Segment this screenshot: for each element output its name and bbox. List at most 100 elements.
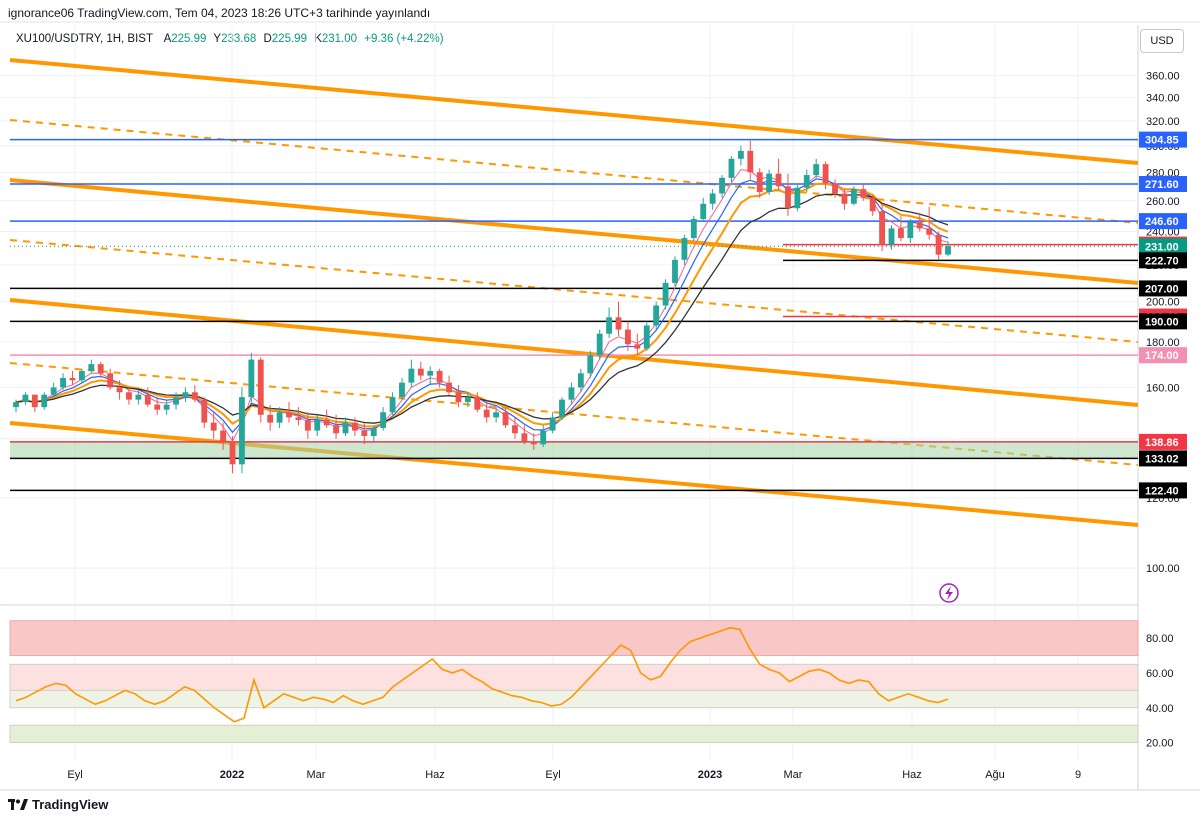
candle-body (389, 397, 396, 413)
candle (408, 359, 415, 388)
candle-body (634, 344, 641, 349)
candle-body (512, 425, 518, 434)
candle (672, 256, 678, 287)
candle (502, 407, 509, 428)
candle (182, 387, 189, 403)
candle (549, 412, 556, 434)
candle-body (709, 193, 716, 204)
oscillator-tick-label: 40.00 (1146, 703, 1174, 715)
price-level-box (1139, 213, 1187, 230)
candle-body (737, 150, 744, 159)
candle (135, 389, 142, 405)
candle-body (351, 422, 358, 431)
candle-body (417, 368, 424, 376)
price-tick-label: 360.00 (1146, 71, 1180, 83)
candle-body (615, 317, 622, 330)
candle-body (370, 427, 377, 437)
candle-body (380, 412, 387, 428)
candle-body (728, 158, 735, 178)
candle (60, 373, 66, 390)
candle (681, 234, 688, 266)
candle (314, 414, 321, 437)
candle (615, 301, 622, 336)
oscillator-band (9, 724, 1139, 743)
candle (201, 397, 208, 428)
candle-body (248, 359, 255, 398)
candle (295, 407, 302, 426)
candle (31, 394, 38, 413)
price-tick-label: 200.00 (1146, 297, 1180, 309)
time-tick-label: Ağu (985, 769, 1005, 781)
price-level-value: 222.70 (1145, 255, 1179, 267)
candle (700, 197, 707, 223)
candle (455, 385, 462, 408)
candle-body (916, 222, 923, 229)
candle-body (719, 177, 725, 194)
price-level-value: 190.00 (1145, 316, 1179, 328)
channel-line (9, 178, 1139, 285)
oscillator-tick-label: 60.00 (1146, 668, 1174, 680)
price-level-label: 133.02 (1139, 450, 1187, 467)
price-level-label: 207.00 (1139, 280, 1187, 297)
candle-body (832, 183, 838, 194)
oscillator-band (9, 689, 1139, 709)
open-value: 225.99 (171, 33, 207, 45)
candle-body (144, 394, 151, 405)
symbol-name[interactable]: XU100/USDTRY, 1H, BIST (16, 33, 153, 45)
candle-body (898, 228, 904, 239)
moving-average-line (15, 169, 949, 443)
candle (107, 368, 114, 390)
candle-body (653, 305, 660, 326)
price-level-value: 138.86 (1145, 437, 1179, 449)
brand-name: TradingView (32, 797, 109, 812)
candle (813, 158, 820, 178)
candle (210, 412, 217, 439)
candle-body (493, 412, 500, 418)
candle (577, 368, 584, 393)
candle (257, 357, 264, 423)
candle (474, 392, 481, 413)
candle (116, 380, 123, 400)
candle-body (41, 394, 48, 408)
candle-body (577, 373, 584, 388)
price-level-label: 246.60 (1139, 213, 1187, 230)
candle-body (191, 392, 198, 400)
candle (606, 307, 613, 338)
candle-body (587, 355, 594, 374)
alert-lightning-icon (939, 583, 959, 603)
candle (464, 392, 471, 408)
publish-header: ignorance06 TradingView.com, Tem 04, 202… (8, 6, 431, 20)
candle-body (672, 259, 678, 283)
price-tick-label: 340.00 (1146, 93, 1180, 105)
candle-body (530, 441, 537, 445)
candle-body (239, 397, 245, 465)
candle (841, 189, 848, 210)
candle-body (474, 397, 481, 410)
candle-body (220, 430, 227, 442)
price-level-box (1139, 176, 1187, 193)
candle-body (173, 397, 179, 405)
candle-body (182, 392, 189, 398)
candle-body (681, 238, 688, 260)
candle-body (22, 394, 29, 403)
candle-body (464, 397, 471, 403)
open-label: A (163, 33, 172, 45)
candle (794, 183, 801, 212)
price-level-value: 304.85 (1145, 135, 1179, 147)
candle-body (399, 382, 405, 398)
candle (832, 179, 838, 198)
candle-body (625, 329, 631, 345)
candle (191, 385, 198, 403)
currency-selector[interactable]: USD (1140, 29, 1184, 53)
candle (803, 169, 810, 193)
candle (540, 425, 547, 448)
candle (333, 414, 339, 439)
candle-body (408, 368, 415, 383)
time-tick-label: Eyl (545, 769, 560, 781)
price-axis: 100.00120.00140.00160.00180.00200.00220.… (1139, 71, 1187, 575)
price-level-value: 122.40 (1145, 485, 1179, 497)
candle (427, 366, 434, 386)
candle (446, 375, 452, 395)
candle (766, 169, 773, 195)
